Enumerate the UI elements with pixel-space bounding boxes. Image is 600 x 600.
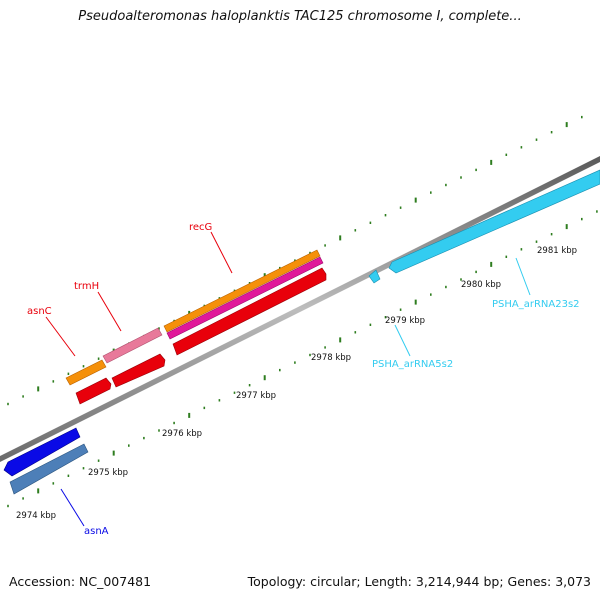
- chromosome-backbone: [0, 156, 600, 462]
- gene-label-asnC: asnC: [27, 306, 52, 317]
- topology-summary: Topology: circular; Length: 3,214,944 bp…: [247, 574, 591, 589]
- inner-tick-ring: [7, 210, 598, 508]
- gene-label-trmH: trmH: [74, 281, 99, 292]
- tick-label: 2976 kbp: [162, 429, 202, 439]
- recG-feature-orange[interactable]: [163, 249, 321, 333]
- recG-feature-magenta[interactable]: [166, 256, 324, 340]
- gene-label-arRNA23s2: PSHA_arRNA23s2: [492, 299, 580, 310]
- trmH-feature-pink[interactable]: [102, 327, 163, 364]
- tick-label: 2974 kbp: [16, 511, 56, 521]
- tick-label: 2979 kbp: [385, 316, 425, 326]
- gene-label-asnA: asnA: [84, 526, 109, 537]
- gene-labels: asnA asnC trmH recG PSHA_arRNA5s2 PSHA_a…: [27, 222, 580, 537]
- trmH-feature-red[interactable]: [111, 353, 166, 388]
- gene-label-arRNA5s2: PSHA_arRNA5s2: [372, 359, 453, 370]
- tick-labels: 2974 kbp 2975 kbp 2976 kbp 2977 kbp 2978…: [16, 246, 577, 521]
- accession-text: Accession: NC_007481: [9, 574, 152, 589]
- tick-label: 2977 kbp: [236, 391, 276, 401]
- tick-label: 2981 kbp: [537, 246, 577, 256]
- tick-label: 2975 kbp: [88, 468, 128, 478]
- tick-label: 2980 kbp: [461, 280, 501, 290]
- recG-feature-red[interactable]: [172, 267, 327, 356]
- asnA-feature-steelblue[interactable]: [9, 443, 89, 495]
- tick-label: 2978 kbp: [311, 353, 351, 363]
- feature-track: [3, 169, 600, 495]
- asnC-feature-orange[interactable]: [65, 359, 107, 386]
- asnC-feature-red[interactable]: [75, 377, 112, 405]
- asnA-feature-blue[interactable]: [3, 427, 81, 477]
- arRNA5s2-feature[interactable]: [368, 269, 381, 284]
- arRNA23s2-feature[interactable]: [388, 169, 600, 274]
- label-leaders: [45, 231, 531, 527]
- gene-label-recG: recG: [189, 222, 212, 233]
- map-title: Pseudoalteromonas haloplanktis TAC125 ch…: [78, 9, 522, 24]
